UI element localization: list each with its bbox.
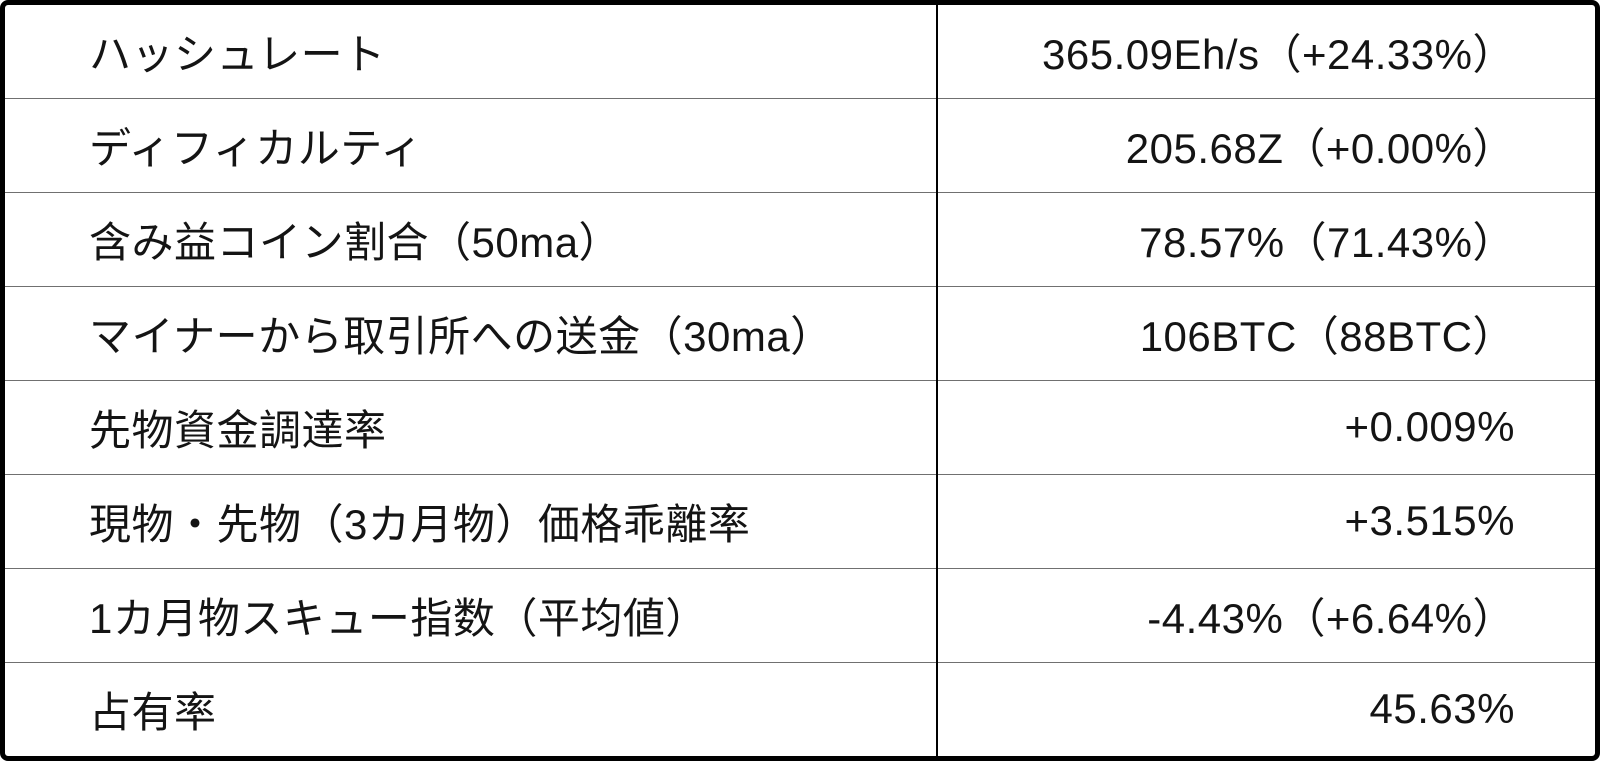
metric-value: 365.09Eh/s（+24.33%） [1042, 31, 1515, 79]
metric-value: +3.515% [936, 473, 1595, 569]
table-row: 現物・先物（3カ月物）価格乖離率 +3.515% [5, 473, 1595, 569]
table-row: 先物資金調達率 +0.009% [5, 380, 1595, 475]
metric-label: 現物・先物（3カ月物）価格乖離率 [5, 473, 938, 569]
metric-value: 205.68Z（+0.00%） [936, 98, 1595, 193]
metric-label: 1カ月物スキュー指数（平均値） [5, 567, 938, 663]
metric-label: マイナーから取引所への送金（30ma） [5, 286, 938, 381]
table-row: ハッシュレート 365.09Eh/s（+24.33%） [5, 5, 1595, 99]
metric-label: 占有率 [5, 661, 938, 756]
table-row: 1カ月物スキュー指数（平均値） -4.43%（+6.64%） [5, 567, 1595, 663]
table-row: ディフィカルティ 205.68Z（+0.00%） [5, 98, 1595, 193]
metric-label: 先物資金調達率 [5, 380, 938, 475]
metric-value: 78.57%（71.43%） [936, 192, 1595, 287]
metric-value: -4.43%（+6.64%） [936, 567, 1595, 663]
metric-label: ディフィカルティ [5, 98, 938, 193]
metric-label: ハッシュレート [5, 5, 938, 99]
crypto-metrics-table: ハッシュレート 365.09Eh/s（+24.33%） ディフィカルティ 205… [5, 5, 1595, 756]
table-row: 含み益コイン割合（50ma） 78.57%（71.43%） [5, 192, 1595, 287]
metric-value: 106BTC（88BTC） [936, 286, 1595, 381]
table-row: 占有率 45.63% [5, 661, 1595, 756]
metric-value: +0.009% [936, 380, 1595, 475]
table-row: マイナーから取引所への送金（30ma） 106BTC（88BTC） [5, 286, 1595, 381]
metric-value: 45.63% [936, 661, 1595, 756]
metric-label: 含み益コイン割合（50ma） [5, 192, 938, 287]
